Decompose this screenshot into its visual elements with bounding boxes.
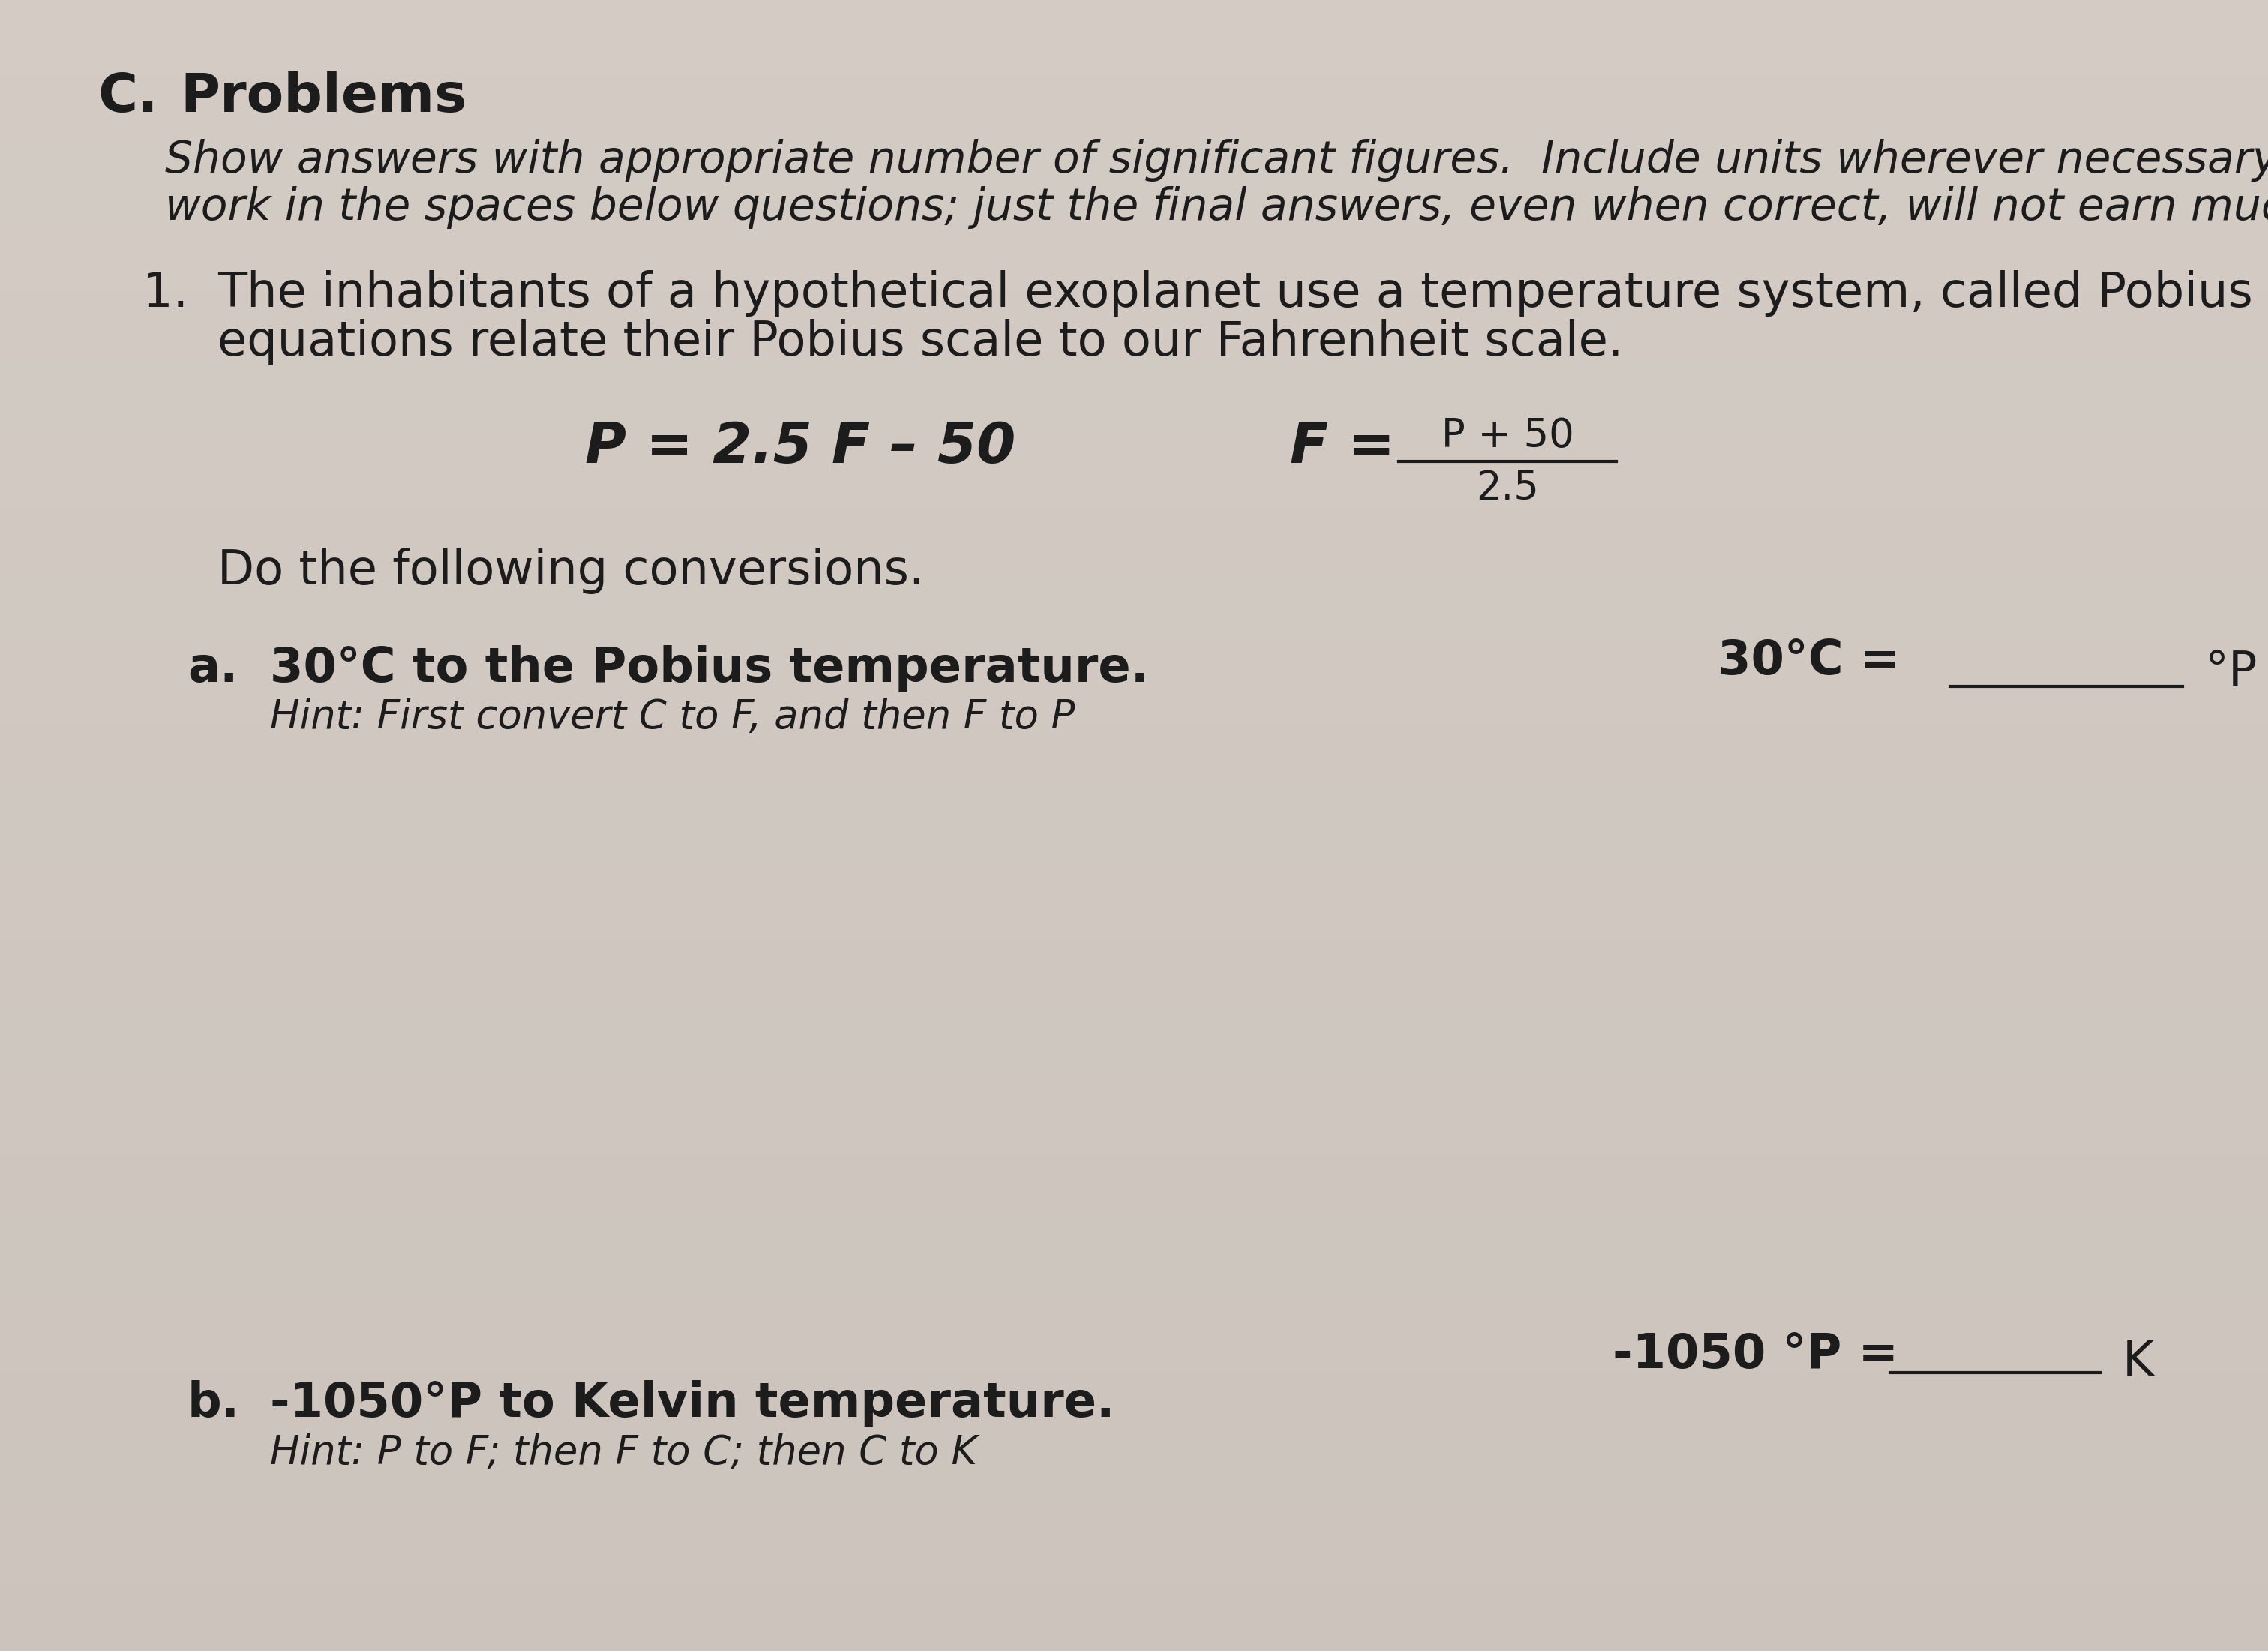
Text: 30°C =: 30°C = [1717, 637, 1901, 684]
Text: Hint: First convert C to F, and then F to P: Hint: First convert C to F, and then F t… [270, 698, 1075, 736]
Text: b.: b. [188, 1380, 240, 1426]
Text: Show answers with appropriate number of significant figures.  Include units wher: Show answers with appropriate number of … [166, 139, 2268, 182]
Text: Hint: P to F; then F to C; then C to K: Hint: P to F; then F to C; then C to K [270, 1433, 978, 1471]
Text: work in the spaces below questions; just the final answers, even when correct, w: work in the spaces below questions; just… [166, 187, 2268, 229]
Text: 2.5: 2.5 [1476, 469, 1540, 509]
Text: 1.: 1. [143, 271, 188, 317]
Text: F =: F = [1290, 419, 1395, 475]
Text: 30°C to the Pobius temperature.: 30°C to the Pobius temperature. [270, 646, 1150, 692]
Text: C.: C. [98, 71, 159, 124]
Text: The inhabitants of a hypothetical exoplanet use a temperature system, called Pob: The inhabitants of a hypothetical exopla… [218, 271, 2268, 317]
Text: -1050 °P =: -1050 °P = [1613, 1331, 1898, 1379]
Text: P + 50: P + 50 [1440, 416, 1574, 456]
Text: -1050°P to Kelvin temperature.: -1050°P to Kelvin temperature. [270, 1380, 1116, 1426]
Text: Problems: Problems [179, 71, 467, 124]
Text: °P: °P [2204, 649, 2257, 695]
Text: a.: a. [188, 646, 238, 692]
Text: K: K [2123, 1339, 2155, 1385]
Text: equations relate their Pobius scale to our Fahrenheit scale.: equations relate their Pobius scale to o… [218, 319, 1624, 365]
Text: P = 2.5 F – 50: P = 2.5 F – 50 [585, 419, 1016, 475]
Text: Do the following conversions.: Do the following conversions. [218, 548, 925, 594]
